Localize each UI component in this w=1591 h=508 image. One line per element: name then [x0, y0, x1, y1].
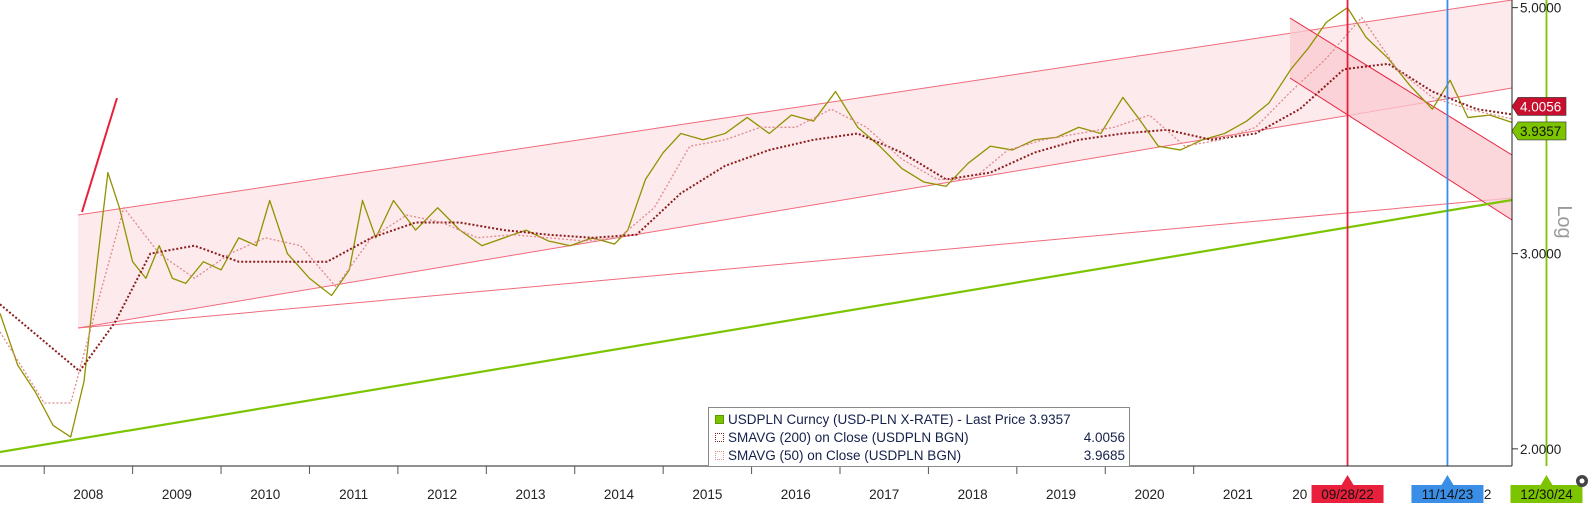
date-marker-box-2 [1411, 485, 1484, 503]
date-marker-arrow-1 [1341, 475, 1354, 485]
downtrend-channel-lower [1289, 77, 1513, 221]
x-tick-label-2020: 2020 [1134, 487, 1164, 502]
date-marker-box-1 [1311, 485, 1384, 503]
legend-swatch-smavg50-icon [715, 450, 724, 460]
long-term-support-line [0, 198, 1513, 454]
y-axis-ticks: 2.0000 3.0000 5.0000 [1512, 1, 1561, 457]
x-tick-label-2014: 2014 [604, 487, 635, 502]
legend-row-smavg50: SMAVG (50) on Close (USDPLN BGN) 3.9685 [715, 446, 1125, 464]
legend-label-smavg200: SMAVG (200) on Close (USDPLN BGN) [728, 429, 969, 445]
uptrend-channel-middle [77, 87, 1513, 329]
date-marker-arrow-2 [1441, 475, 1454, 485]
x-tick-label-2008: 2008 [73, 487, 103, 502]
date-marker-arrow-3 [1540, 475, 1553, 485]
steep-trend-line [81, 97, 118, 213]
corner-scroll-icon[interactable] [1576, 475, 1588, 487]
last-price-tags: 4.0056 3.9357 [1511, 97, 1567, 141]
x-tick-label-2011: 2011 [339, 487, 368, 502]
legend-row-smavg200: SMAVG (200) on Close (USDPLN BGN) 4.0056 [715, 428, 1125, 446]
x-tick-label-2019: 2019 [1046, 487, 1076, 502]
x-tick-label-2009: 2009 [162, 487, 192, 502]
uptrend-channel-upper [77, 0, 1513, 216]
x-tick-label-2016: 2016 [781, 487, 811, 502]
last-price-tag-bg-1 [1511, 121, 1567, 141]
legend-label-smavg50: SMAVG (50) on Close (USDPLN BGN) [728, 447, 962, 463]
uptrend-channel-lower [77, 197, 1513, 329]
date-marker-lines [1346, 0, 1548, 466]
legend-swatch-smavg200-icon [715, 432, 724, 442]
uptrend-channel-fill [78, 0, 1512, 328]
series-smavg200-line [0, 62, 1513, 373]
x-tick-label-2017: 2017 [869, 487, 899, 502]
trend-channels [0, 0, 1513, 454]
legend-value-smavg50: 3.9685 [1083, 447, 1125, 463]
date-marker-box-3 [1510, 485, 1583, 503]
date-marker-label-3: 12/30/24 [1520, 487, 1573, 502]
chart-legend: USDPLN Curncy (USD-PLN X-RATE) - Last Pr… [708, 407, 1130, 467]
x-tick-label-2021: 2021 [1223, 487, 1253, 502]
y-axis-scale-label: Log [1553, 205, 1575, 238]
legend-value-smavg200: 4.0056 [1083, 429, 1125, 445]
y-tick-label-2: 5.0000 [1520, 1, 1561, 16]
date-marker-labels: 09/28/22 11/14/23 12/30/24 [1311, 475, 1583, 503]
legend-label-price: USDPLN Curncy (USD-PLN X-RATE) - Last Pr… [728, 411, 1071, 427]
last-price-tag-label-1: 3.9357 [1520, 124, 1561, 139]
legend-swatch-price-icon [715, 414, 724, 424]
series-smavg50-line [0, 16, 1513, 404]
last-price-tag-label-0: 4.0056 [1520, 99, 1561, 114]
y-tick-label-1: 3.0000 [1520, 247, 1561, 262]
y-tick-label-0: 2.0000 [1520, 442, 1561, 457]
date-marker-label-2: 11/14/23 [1422, 487, 1474, 502]
date-marker-label-1: 09/28/22 [1321, 487, 1374, 502]
x-axis-ticks: 2008 2009 2010 2011 2012 2013 2014 2015 2016 2017… [43, 466, 1491, 502]
series-lines [0, 6, 1513, 438]
x-tick-label-2013: 2013 [516, 487, 546, 502]
legend-row-price: USDPLN Curncy (USD-PLN X-RATE) - Last Pr… [715, 410, 1125, 428]
x-tick-label-2018: 2018 [958, 487, 988, 502]
x-tick-label-2012: 2012 [427, 487, 457, 502]
x-tick-label-2015: 2015 [692, 487, 722, 502]
x-tick-label-2010: 2010 [250, 487, 280, 502]
series-price-overlay [0, 7, 1513, 438]
downtrend-channel-upper [1289, 17, 1513, 156]
x-tick-label-2022-partial: 20 [1292, 487, 1307, 502]
last-price-tag-bg-0 [1511, 97, 1567, 116]
